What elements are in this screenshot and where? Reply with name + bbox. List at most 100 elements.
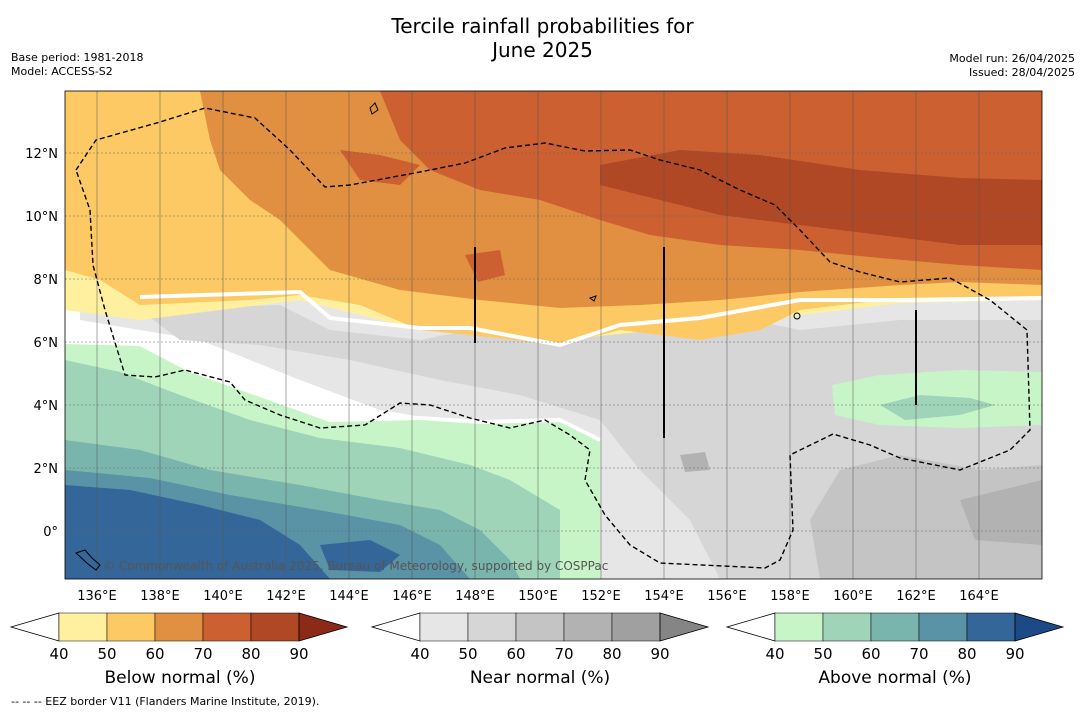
- below-normal-80: [600, 150, 1042, 245]
- eez-footer: -- -- -- EEZ border V11 (Flanders Marine…: [11, 695, 320, 708]
- x-tick-label: 154°E: [644, 589, 684, 604]
- islands: [75, 102, 801, 571]
- colorbar-high-triangle: [298, 612, 349, 642]
- colorbar-segment: [918, 612, 968, 642]
- x-tick-label: 146°E: [392, 589, 432, 604]
- colorbar-tick: 80: [957, 645, 976, 663]
- colorbar-segment: [774, 612, 824, 642]
- y-tick-label: 8°N: [34, 273, 59, 288]
- x-tick-label: 164°E: [959, 589, 999, 604]
- x-tick-label: 136°E: [77, 589, 117, 604]
- colorbar-low-triangle: [9, 612, 60, 642]
- colorbar-low-triangle: [725, 612, 776, 642]
- model-name: Model: ACCESS-S2: [11, 65, 113, 78]
- model-run: Model run: 26/04/2025: [949, 52, 1075, 65]
- colorbar-tick: 60: [861, 645, 880, 663]
- colorbar-tick: 60: [145, 645, 164, 663]
- colorbar-low-triangle: [370, 612, 421, 642]
- colorbar-high-triangle: [1014, 612, 1065, 642]
- colorbar-segment: [515, 612, 565, 642]
- map-title: Tercile rainfall probabilities for June …: [0, 14, 1085, 62]
- colorbar-segment: [154, 612, 204, 642]
- y-tick-label: 4°N: [34, 399, 59, 414]
- x-tick-label: 156°E: [707, 589, 747, 604]
- island-markers: [474, 247, 917, 438]
- x-tick-label: 158°E: [770, 589, 810, 604]
- meta-right: Model run: 26/04/2025 Issued: 28/04/2025: [949, 52, 1075, 80]
- x-tick-label: 138°E: [140, 589, 180, 604]
- colorbar-tick: 50: [813, 645, 832, 663]
- y-tick-label: 2°N: [34, 462, 59, 477]
- colorbar-tick: 40: [49, 645, 68, 663]
- above-normal-80: [65, 485, 330, 579]
- colorbar-segment: [58, 612, 108, 642]
- above-normal-80b: [320, 540, 400, 572]
- gridlines: [65, 152, 1042, 532]
- x-tick-label: 150°E: [518, 589, 558, 604]
- issued-date: Issued: 28/04/2025: [968, 66, 1075, 79]
- white-band-2: [65, 340, 601, 442]
- copyright-text: © Commonwealth of Australia 2025, Bureau…: [103, 559, 608, 573]
- colorbar-0: 40 50 60 70 80 90: [9, 612, 349, 663]
- x-axis-labels: 136°E 138°E 140°E 142°E 144°E 146°E 148°E 150°E…: [77, 589, 999, 604]
- colorbar-segment: [467, 612, 517, 642]
- colorbar-tick: 70: [554, 645, 573, 663]
- colorbar-tick: 50: [97, 645, 116, 663]
- colorbar-tick: 70: [193, 645, 212, 663]
- x-tick-label: 160°E: [833, 589, 873, 604]
- colorbar-high-triangle: [659, 612, 710, 642]
- colorbar-1: 40 50 60 70 80 90: [370, 612, 710, 663]
- map-plot-area: [65, 91, 1042, 579]
- colorbar-2: 40 50 60 70 80 90: [725, 612, 1065, 663]
- near-normal-60: [810, 455, 1042, 579]
- colorbar-tick: 50: [458, 645, 477, 663]
- near-normal-label: Near normal (%): [469, 668, 611, 688]
- colorbar-tick: 70: [909, 645, 928, 663]
- near-normal-70b: [680, 452, 710, 472]
- colorbar-tick: 40: [765, 645, 784, 663]
- eez-border: [75, 107, 1031, 569]
- map-frame: [64, 90, 1043, 580]
- colorbar-segment: [870, 612, 920, 642]
- y-tick-label: 0°: [43, 525, 58, 540]
- y-tick-label: 12°N: [25, 147, 58, 162]
- above-normal-east-50: [880, 395, 995, 420]
- colorbar-tick: 40: [410, 645, 429, 663]
- colorbar-segment: [419, 612, 469, 642]
- base-period: Base period: 1981-2018: [11, 51, 144, 64]
- above-normal-label: Above normal (%): [818, 668, 972, 688]
- below-normal-70b: [340, 150, 420, 185]
- colorbar-tick: 90: [289, 645, 308, 663]
- below-normal-80b: [935, 203, 958, 212]
- meridians: [96, 91, 980, 579]
- near-normal-70: [960, 480, 1042, 545]
- y-tick-label: 6°N: [34, 336, 59, 351]
- colorbar-segment: [822, 612, 872, 642]
- y-axis-labels: 12°N 10°N 8°N 6°N 4°N 2°N 0°: [25, 147, 58, 540]
- colorbar-segment: [106, 612, 156, 642]
- x-tick-label: 152°E: [581, 589, 621, 604]
- title-line-2: June 2025: [492, 38, 593, 62]
- colorbar-segment: [202, 612, 252, 642]
- colorbar-tick: 60: [506, 645, 525, 663]
- colorbar-tick: 90: [1005, 645, 1024, 663]
- meta-left: Base period: 1981-2018 Model: ACCESS-S2: [11, 51, 143, 79]
- x-tick-label: 144°E: [329, 589, 369, 604]
- colorbar-segment: [250, 612, 300, 642]
- colorbars: 40 50 60 70 80 90 40 50 60 70 80 90 40 50 60 70 80 90: [9, 612, 1065, 663]
- x-tick-label: 162°E: [896, 589, 936, 604]
- y-tick-label: 10°N: [25, 210, 58, 225]
- below-normal-label: Below normal (%): [104, 668, 256, 688]
- colorbar-tick: 80: [602, 645, 621, 663]
- colorbar-segment: [611, 612, 661, 642]
- x-tick-label: 148°E: [455, 589, 495, 604]
- colorbar-tick: 80: [241, 645, 260, 663]
- white-band: [139, 289, 1042, 348]
- colorbar-segment: [563, 612, 613, 642]
- colorbar-tick: 90: [650, 645, 669, 663]
- x-tick-label: 142°E: [266, 589, 306, 604]
- x-tick-label: 140°E: [203, 589, 243, 604]
- colorbar-segment: [966, 612, 1016, 642]
- title-line-1: Tercile rainfall probabilities for: [391, 14, 694, 38]
